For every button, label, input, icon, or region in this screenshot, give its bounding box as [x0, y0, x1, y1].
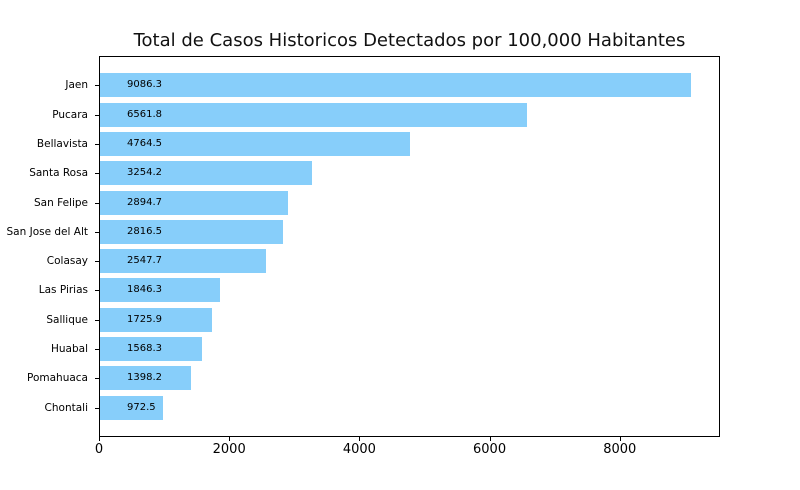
y-tick-label: Pomahuaca	[27, 372, 88, 385]
y-tick-label: Jaen	[65, 79, 88, 92]
y-tick-mark	[95, 114, 99, 116]
bar-san-felipe	[100, 190, 289, 215]
bar-huabal	[100, 337, 203, 362]
bar-value-label: 9086.3	[127, 79, 162, 91]
y-tick-label: Santa Rosa	[29, 167, 88, 180]
y-tick-mark	[95, 143, 99, 145]
chart-title: Total de Casos Historicos Detectados por…	[133, 30, 686, 51]
x-tick-label: 0	[94, 442, 104, 457]
y-tick-label: San Jose del Alt	[6, 225, 88, 238]
x-tick-mark	[489, 437, 491, 441]
y-tick-mark	[95, 85, 99, 87]
x-tick-mark	[359, 437, 361, 441]
y-tick-mark	[95, 231, 99, 233]
bar-jaen	[100, 73, 692, 98]
x-tick-mark	[229, 437, 231, 441]
y-tick-mark	[95, 378, 99, 380]
bar-chontali	[100, 395, 164, 420]
y-tick-label: Chontali	[44, 401, 88, 414]
y-tick-mark	[95, 202, 99, 204]
bar-bellavista	[100, 131, 411, 156]
bar-san-jose-del-alt	[100, 219, 284, 244]
bar-value-label: 2816.5	[127, 225, 162, 237]
y-tick-label: Huabal	[50, 343, 88, 356]
y-tick-mark	[95, 349, 99, 351]
bar-sallique	[100, 307, 213, 332]
y-tick-label: San Felipe	[34, 196, 88, 209]
bar-value-label: 2547.7	[127, 255, 162, 267]
y-tick-mark	[95, 290, 99, 292]
bar-value-label: 1568.3	[127, 343, 162, 355]
y-tick-mark	[95, 173, 99, 175]
bar-colasay	[100, 249, 266, 274]
bar-value-label: 4764.5	[127, 137, 162, 149]
x-tick-label: 6000	[473, 442, 507, 457]
plot-area: 9086.3 6561.8 4764.5 3254.2 2894.7 2816.5 2547…	[99, 56, 720, 437]
bar-santa-rosa	[100, 161, 312, 186]
x-tick-mark	[619, 437, 621, 441]
bar-value-label: 6561.8	[127, 108, 162, 120]
bar-value-label: 2894.7	[127, 196, 162, 208]
y-tick-mark	[95, 261, 99, 263]
bar-value-label: 1846.3	[127, 284, 162, 296]
x-tick-label: 2000	[212, 442, 246, 457]
y-tick-mark	[95, 407, 99, 409]
y-tick-label: Bellavista	[36, 137, 88, 150]
y-tick-mark	[95, 319, 99, 321]
bar-pucara	[100, 102, 528, 127]
y-tick-label: Colasay	[46, 255, 88, 268]
x-tick-mark	[99, 437, 100, 441]
y-tick-label: Las Pirias	[38, 284, 88, 297]
y-tick-label: Pucara	[52, 108, 88, 121]
bar-value-label: 1725.9	[127, 313, 162, 325]
x-tick-label: 8000	[603, 442, 637, 457]
x-tick-label: 4000	[342, 442, 376, 457]
y-tick-label: Sallique	[46, 313, 88, 326]
bar-value-label: 972.5	[127, 401, 156, 413]
bar-value-label: 3254.2	[127, 167, 162, 179]
bar-las-pirias	[100, 278, 221, 303]
bar-value-label: 1398.2	[127, 372, 162, 384]
bar-pomahuaca	[100, 366, 191, 391]
